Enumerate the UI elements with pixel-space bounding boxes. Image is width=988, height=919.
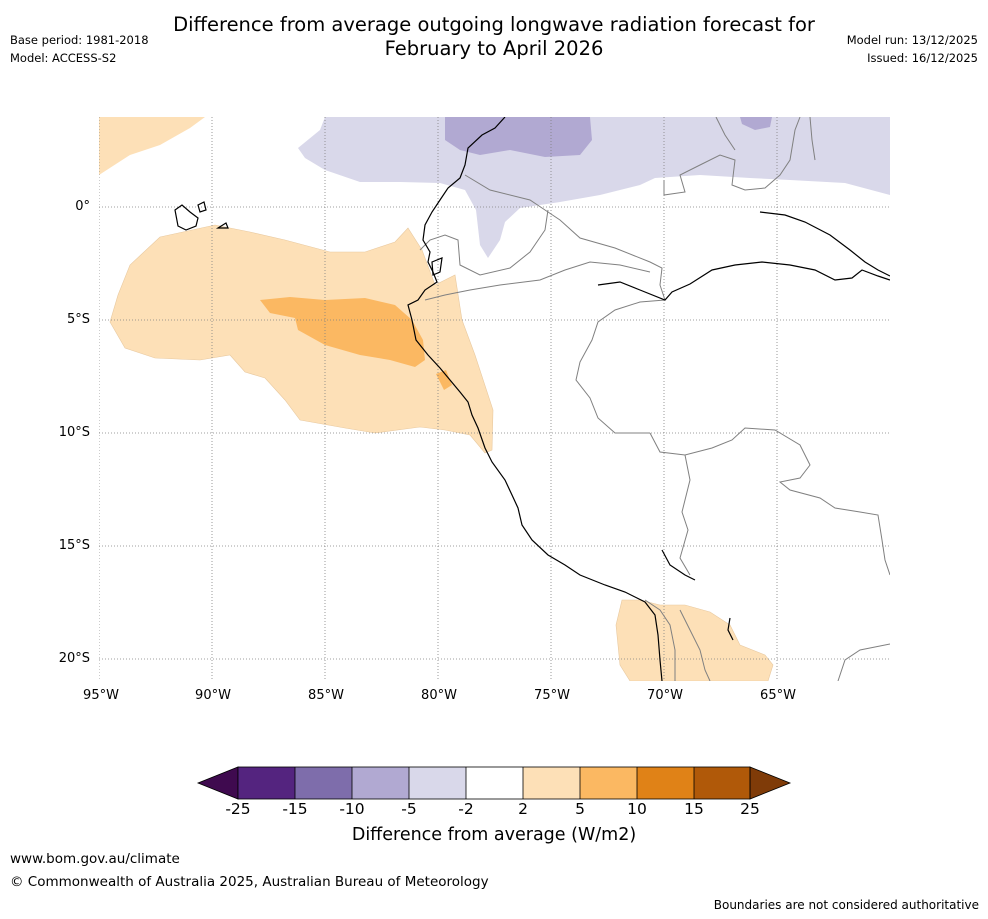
anomaly-pos-south (615, 599, 774, 681)
lon-label-95w: 95°W (83, 688, 119, 703)
colorbar-box-6 (523, 767, 580, 799)
model-name: Model: ACCESS-S2 (10, 51, 117, 65)
colorbar-box-3 (352, 767, 409, 799)
anomaly-neg-mid-east (740, 117, 772, 130)
lon-label-75w: 75°W (534, 688, 570, 703)
colorbar-box-4 (409, 767, 466, 799)
gridlines (99, 117, 890, 681)
anomaly-pos-core-small (436, 370, 452, 390)
anomaly-pos-main (109, 224, 494, 454)
anomaly-pos-core (260, 297, 425, 367)
anomaly-pos-northwest (99, 117, 205, 175)
lat-label-20s: 20°S (58, 651, 90, 666)
lon-label-65w: 65°W (760, 688, 796, 703)
colorbar-extend-low (196, 766, 239, 800)
colorbar-outline (237, 766, 751, 800)
meta-right: Model run: 13/12/2025 Issued: 16/12/2025 (847, 31, 978, 67)
colorbar-box-8 (637, 767, 694, 799)
meta-left: Base period: 1981-2018 Model: ACCESS-S2 (10, 31, 149, 67)
colorbar-tick: 2 (518, 800, 528, 818)
colorbar-extend-high (749, 766, 792, 800)
anomaly-neg-mid (445, 117, 592, 157)
colorbar-box-9 (694, 767, 750, 799)
colorbar-tick: -10 (339, 800, 365, 818)
colorbar-title: Difference from average (W/m2) (351, 825, 637, 845)
anomaly-neg-light (298, 117, 890, 258)
colorbar-tick: 10 (627, 800, 647, 818)
lat-label-15s: 15°S (58, 538, 90, 553)
colorbar-tick: 5 (575, 800, 585, 818)
model-run: Model run: 13/12/2025 (846, 33, 978, 47)
colorbar-box-7 (580, 767, 637, 799)
colorbar-tick: 15 (684, 800, 704, 818)
country-borders (419, 117, 890, 681)
copyright-text: © Commonwealth of Australia 2025, Austra… (10, 874, 489, 890)
colorbar-tick: -25 (225, 800, 251, 818)
colorbar-box-5 (466, 767, 523, 799)
disclaimer-text: Boundaries are not considered authoritat… (713, 898, 979, 912)
lat-label-0: 0° (75, 199, 90, 214)
colorbar-tick: 25 (740, 800, 760, 818)
colorbar-tick: -15 (282, 800, 308, 818)
lon-label-85w: 85°W (308, 688, 344, 703)
map-area (99, 117, 890, 681)
lon-label-90w: 90°W (195, 688, 231, 703)
lon-label-70w: 70°W (647, 688, 683, 703)
colorbar (196, 766, 792, 800)
website-text: www.bom.gov.au/climate (10, 851, 180, 867)
base-period: Base period: 1981-2018 (10, 33, 149, 47)
lat-label-5s: 5°S (66, 312, 90, 327)
colorbar-tick: -5 (401, 800, 417, 818)
colorbar-box-1 (238, 767, 295, 799)
coastline (174, 117, 890, 681)
colorbar-box-2 (295, 767, 352, 799)
lat-label-10s: 10°S (58, 425, 90, 440)
lon-label-80w: 80°W (421, 688, 457, 703)
colorbar-tick: -2 (458, 800, 474, 818)
title-line-1: Difference from average outgoing longwav… (173, 13, 815, 36)
title-line-2: February to April 2026 (384, 37, 604, 60)
chart-title: Difference from average outgoing longwav… (0, 13, 988, 61)
issued-date: Issued: 16/12/2025 (867, 51, 978, 65)
